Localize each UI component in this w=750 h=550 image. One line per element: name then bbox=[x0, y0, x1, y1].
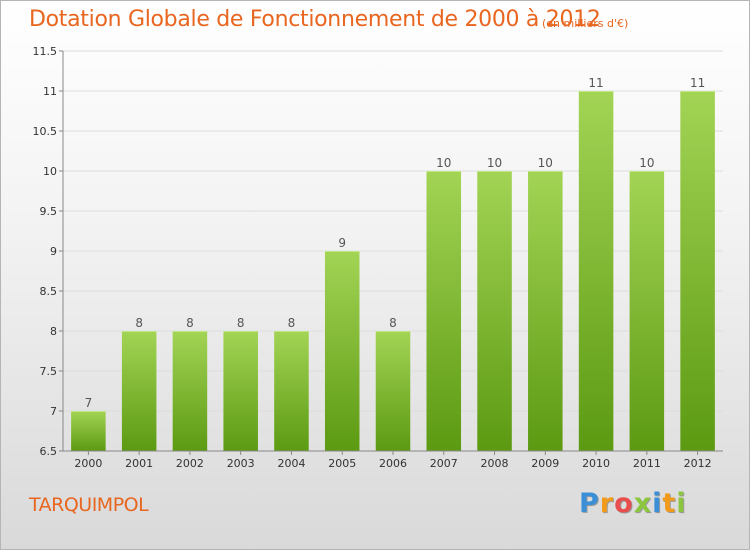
x-tick-label: 2006 bbox=[379, 457, 407, 470]
bar bbox=[71, 411, 106, 451]
axes: 6.5 7 7.5 8 8.5 9 9.5 10 10.5 11 11.5 2000 2001 2002 2… bbox=[33, 45, 723, 470]
y-tick-label: 10.5 bbox=[33, 125, 58, 138]
x-tick-label: 2003 bbox=[227, 457, 255, 470]
y-tick-label: 8 bbox=[50, 325, 57, 338]
bar bbox=[375, 331, 411, 451]
bar bbox=[629, 171, 665, 451]
data-label: 8 bbox=[186, 316, 194, 330]
chart-subtitle: (en milliers d'€) bbox=[542, 17, 629, 30]
data-label: 8 bbox=[237, 316, 245, 330]
y-tick-label: 7.5 bbox=[40, 365, 58, 378]
y-tick-label: 6.5 bbox=[40, 445, 58, 458]
logo-letter: o bbox=[614, 488, 634, 519]
data-label: 10 bbox=[436, 156, 451, 170]
x-tick-label: 2012 bbox=[684, 457, 712, 470]
bar bbox=[223, 331, 258, 451]
data-label: 8 bbox=[389, 316, 397, 330]
bar bbox=[172, 331, 208, 451]
y-tick-label: 8.5 bbox=[40, 285, 58, 298]
data-label: 10 bbox=[639, 156, 654, 170]
chart-title: Dotation Globale de Fonctionnement de 20… bbox=[29, 7, 601, 32]
bar bbox=[324, 251, 360, 451]
x-tick-label: 2007 bbox=[430, 457, 458, 470]
bar bbox=[274, 331, 309, 451]
x-tick-label: 2011 bbox=[633, 457, 661, 470]
data-label: 9 bbox=[338, 236, 346, 250]
bar bbox=[477, 171, 512, 451]
bar-chart: 7 8 8 8 8 9 8 10 10 10 11 10 11 6.5 7 7.5 8 8.5 9 9.5 10 10.… bbox=[33, 45, 723, 470]
y-tick-label: 9 bbox=[50, 245, 57, 258]
data-label: 7 bbox=[85, 396, 93, 410]
x-tick-label: 2010 bbox=[582, 457, 610, 470]
logo-letter: i bbox=[676, 488, 687, 519]
bar bbox=[578, 91, 614, 451]
data-label: 11 bbox=[690, 76, 705, 90]
x-tick-label: 2009 bbox=[531, 457, 559, 470]
logo-letter: P bbox=[579, 488, 600, 519]
data-label: 8 bbox=[288, 316, 296, 330]
x-tick-label: 2001 bbox=[125, 457, 153, 470]
bars: 7 8 8 8 8 9 8 10 10 10 11 10 11 bbox=[71, 76, 715, 451]
y-tick-label: 11.5 bbox=[33, 45, 58, 58]
y-tick-label: 7 bbox=[50, 405, 57, 418]
bar bbox=[121, 331, 157, 451]
data-label: 11 bbox=[588, 76, 603, 90]
x-tick-label: 2004 bbox=[277, 457, 305, 470]
y-tick-label: 9.5 bbox=[40, 205, 58, 218]
y-tick-label: 11 bbox=[43, 85, 57, 98]
logo-letter: r bbox=[599, 488, 615, 519]
logo-letter: x bbox=[633, 488, 653, 519]
x-tick-label: 2005 bbox=[328, 457, 356, 470]
bar bbox=[426, 171, 462, 451]
data-label: 10 bbox=[538, 156, 553, 170]
commune-name: TARQUIMPOL bbox=[29, 494, 149, 516]
bar bbox=[680, 91, 715, 451]
x-tick-label: 2002 bbox=[176, 457, 204, 470]
logo-letter: t bbox=[662, 488, 677, 519]
data-label: 8 bbox=[135, 316, 143, 330]
logo-letter: i bbox=[652, 488, 663, 519]
bar bbox=[528, 171, 563, 451]
data-label: 10 bbox=[487, 156, 502, 170]
y-tick-label: 10 bbox=[43, 165, 57, 178]
x-tick-label: 2008 bbox=[481, 457, 509, 470]
proxiti-logo: Proxiti bbox=[579, 488, 687, 519]
x-tick-label: 2000 bbox=[74, 457, 102, 470]
